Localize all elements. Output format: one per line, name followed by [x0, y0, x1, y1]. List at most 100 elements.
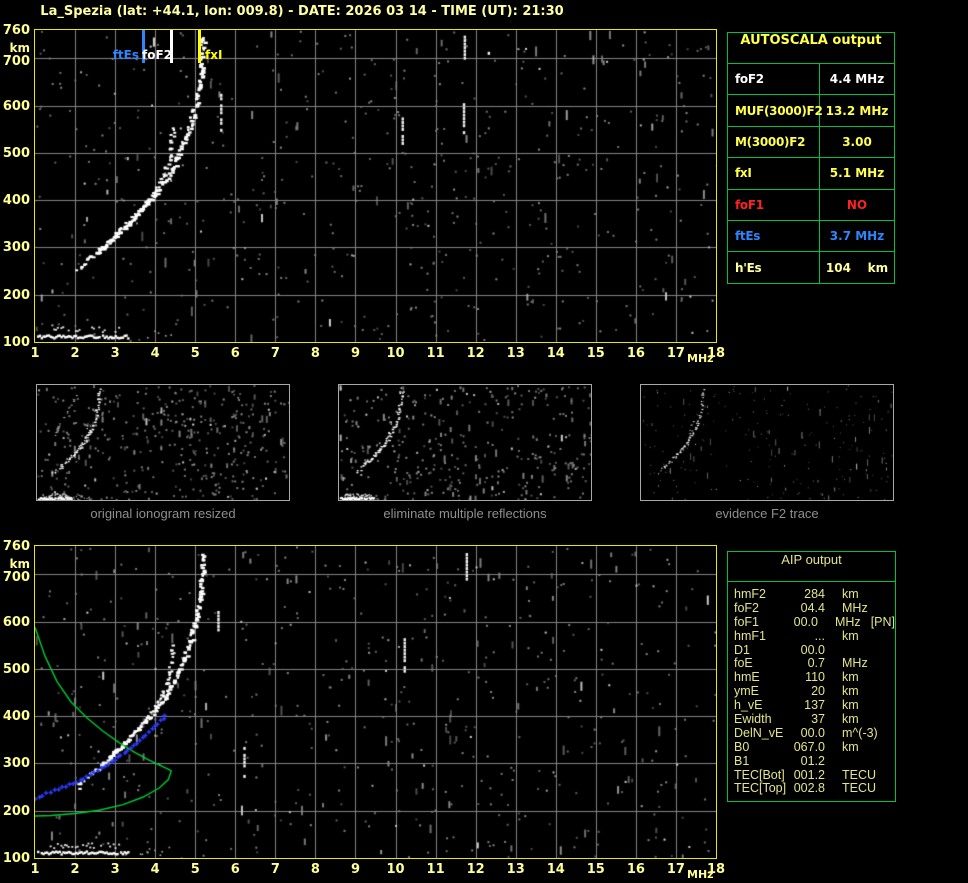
aip-row-unit: MHz: [842, 600, 868, 615]
autoscala-header: AUTOSCALA output: [728, 33, 894, 64]
x-tick-label: 13: [506, 346, 525, 361]
aip-row-label: foE: [734, 656, 753, 671]
aip-row-label: foF1: [734, 614, 760, 629]
x-tick-label: 7: [270, 862, 280, 877]
autoscala-row-value: 13.2 MHz: [825, 103, 889, 118]
x-tick-label: 18: [706, 862, 726, 877]
thumbnail-caption-evidence: evidence F2 trace: [715, 506, 819, 521]
aip-row-value: 0.7: [807, 656, 825, 671]
aip-row-label: foF2: [734, 600, 760, 615]
aip-row: D1 00.0: [734, 643, 895, 657]
autoscala-row: ftEs 3.7 MHz: [728, 219, 894, 252]
aip-row-value: 001.2: [793, 767, 825, 782]
aip-row: hmF1... km: [734, 629, 895, 643]
aip-row-label: hmE: [734, 670, 760, 685]
x-tick-label: 16: [626, 862, 645, 877]
y-tick-label: 300: [2, 240, 30, 256]
aip-panel: AIP output hmF2 284 km foF2 04.4 MHz foF1 00.0 M…: [727, 551, 896, 803]
autoscala-row: M(3000)F2 3.00: [728, 125, 894, 158]
aip-row: TEC[Top] 002.8 TECU: [734, 781, 895, 795]
x-tick-label: 11: [426, 862, 445, 877]
aip-row-unit: TECU: [842, 767, 877, 782]
aip-row-unit: km: [842, 628, 859, 643]
x-tick-label: 6: [230, 346, 240, 361]
x-tick-label: 13: [506, 862, 525, 877]
thumbnail-caption-original: original ionogram resized: [90, 506, 236, 521]
x-tick-label: 3: [110, 862, 120, 877]
x-tick-label: 12: [466, 346, 485, 361]
marker-label-foF2: foF2: [142, 48, 173, 62]
x-tick-label: 2: [70, 862, 80, 877]
aip-row-label: hmF2: [734, 587, 766, 601]
autoscala-row-label: ftEs: [728, 220, 820, 252]
aip-row: ymE 20 km: [734, 684, 895, 698]
y-tick-label: 100: [2, 335, 30, 350]
aip-row-label: hmF1: [734, 628, 766, 643]
aip-row: B0 067.0 km: [734, 740, 895, 754]
aip-row: B1 01.2: [734, 754, 895, 768]
bottom-ionogram-canvas: [35, 546, 716, 858]
top-x-axis-unit: MHz: [687, 352, 714, 365]
autoscala-row-value: 3.7 MHz: [829, 229, 885, 244]
aip-row: Ewidth 37 km: [734, 712, 895, 726]
aip-row-value: 04.4: [800, 600, 825, 615]
top-ionogram-canvas: [35, 30, 716, 342]
aip-row-unit: MHz: [834, 614, 861, 629]
x-tick-label: 1: [30, 346, 40, 361]
aip-row: h_vE 137 km: [734, 698, 895, 712]
autoscala-row: foF2 4.4 MHz: [728, 64, 894, 95]
thumbnail-original-canvas: [37, 385, 289, 500]
thumbnail-caption-eliminate: eliminate multiple reflections: [383, 506, 547, 521]
aip-row-value: 20: [811, 684, 825, 699]
aip-row-value: 00.0: [793, 614, 818, 629]
thumbnail-eliminate-canvas: [339, 385, 591, 500]
y-tick-label: 200: [2, 803, 30, 819]
bottom-ionogram: [34, 545, 717, 859]
x-tick-label: 17: [666, 346, 685, 361]
autoscala-row-value: 104 km: [825, 260, 889, 275]
top-y-axis-unit: km: [9, 41, 30, 55]
y-tick-label: 700: [2, 54, 30, 70]
x-tick-label: 5: [190, 346, 200, 361]
thumbnail-evidence-canvas: [641, 385, 893, 500]
x-tick-label: 14: [546, 862, 565, 877]
autoscala-row-label: h'Es: [728, 252, 820, 283]
aip-header: AIP output: [728, 552, 895, 582]
aip-row: hmE 110 km: [734, 670, 895, 684]
x-tick-label: 15: [586, 346, 605, 361]
aip-row-value: 37: [811, 712, 825, 727]
x-tick-label: 9: [350, 862, 360, 877]
top-ionogram: [34, 29, 717, 343]
y-tick-label: 500: [2, 661, 30, 677]
x-tick-label: 12: [466, 862, 485, 877]
aip-row-unit: km: [842, 670, 859, 685]
aip-row-label: B1: [734, 753, 750, 768]
autoscala-row-value: NO: [846, 197, 868, 212]
aip-row-label: Ewidth: [734, 712, 772, 727]
aip-row-label: ymE: [734, 684, 759, 699]
x-tick-label: 15: [586, 862, 605, 877]
x-tick-label: 16: [626, 346, 645, 361]
aip-row-label: TEC[Top]: [734, 781, 787, 796]
aip-row-label: TEC[Bot]: [734, 767, 785, 782]
y-tick-label: 300: [2, 756, 30, 772]
aip-row-value: 01.2: [800, 753, 825, 768]
x-tick-label: 5: [190, 862, 200, 877]
aip-row-unit: TECU: [842, 781, 877, 796]
aip-row-unit: m^(-3): [842, 725, 878, 740]
aip-row-unit: MHz: [842, 656, 868, 671]
x-tick-label: 2: [70, 346, 80, 361]
y-tick-label: 760: [2, 539, 30, 554]
aip-row-label: h_vE: [734, 698, 763, 713]
x-tick-label: 17: [666, 862, 685, 877]
x-tick-label: 9: [350, 346, 360, 361]
autoscala-row-value: 4.4 MHz: [829, 72, 885, 87]
thumbnail-original-ionogram: [36, 384, 290, 501]
autoscala-row: MUF(3000)F2 13.2 MHz: [728, 94, 894, 126]
thumbnail-evidence-f2: [640, 384, 894, 501]
autoscala-row-value: 3.00: [842, 134, 872, 149]
aip-row-unit: km: [842, 684, 859, 699]
autoscala-row: foF1 NO: [728, 188, 894, 220]
aip-row-value: 002.8: [793, 781, 825, 796]
autoscala-row-label: M(3000)F2: [728, 126, 820, 158]
